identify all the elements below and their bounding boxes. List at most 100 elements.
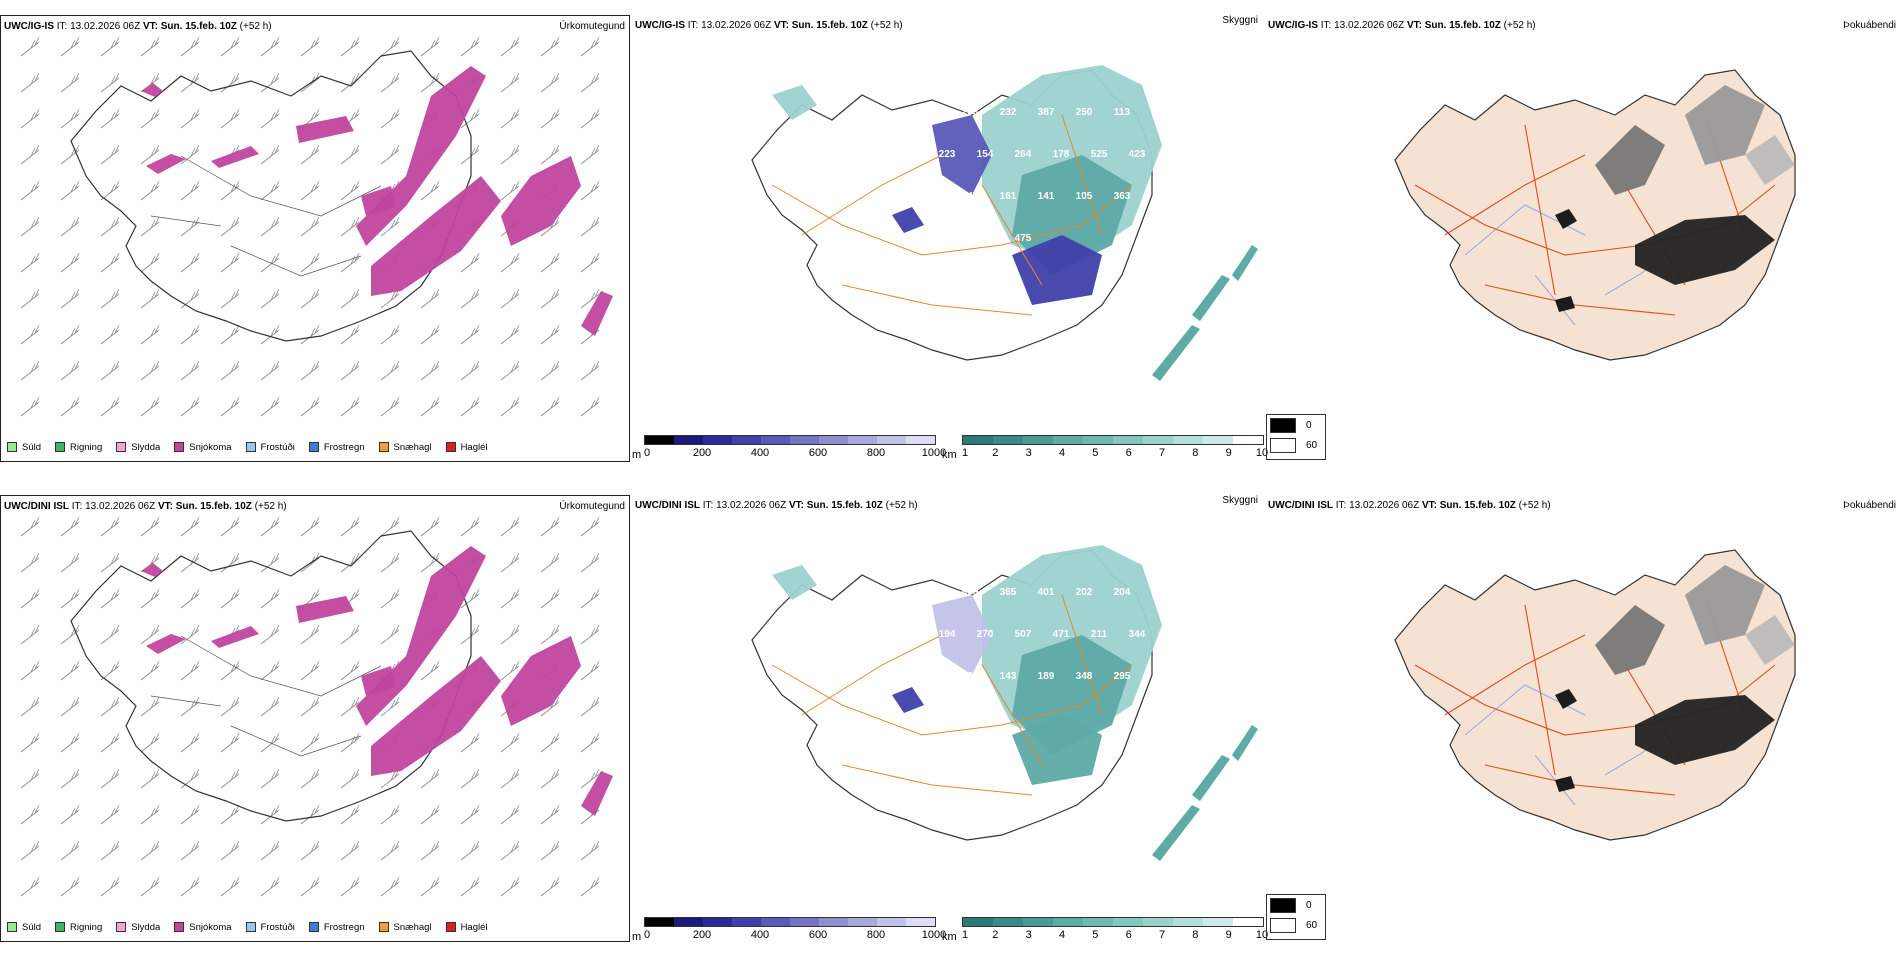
ceiling-value-label: 229 xyxy=(962,671,979,682)
wind-barb xyxy=(20,876,40,897)
wind-barb xyxy=(20,696,40,717)
legend-item-haglél: Haglél xyxy=(445,921,488,933)
wind-barb xyxy=(300,696,320,717)
legend-item-haglél: Haglél xyxy=(445,442,488,453)
panel-tag: Þokuábendi xyxy=(1843,20,1896,31)
snow-area xyxy=(141,563,163,577)
wind-barb xyxy=(20,108,40,129)
wind-barb xyxy=(220,180,240,201)
wind-barb xyxy=(460,876,480,897)
offshore-visibility xyxy=(1152,245,1258,381)
snow-area xyxy=(361,666,396,696)
precip-type-map-row1: UWC/IG-IS IT: 13.02.2026 06Z VT: Sun. 15… xyxy=(0,15,630,462)
wind-barb xyxy=(460,624,480,645)
fog-index-map-row2: UWC/DINI ISL IT: 13.02.2026 06Z VT: Sun.… xyxy=(1265,495,1900,955)
wind-barb xyxy=(20,516,40,537)
fog-area xyxy=(1595,125,1665,195)
legend-label: Haglél xyxy=(460,921,488,933)
snow-area xyxy=(361,186,396,216)
wind-barb xyxy=(220,324,240,345)
legend-label: Snjókoma xyxy=(189,441,232,453)
wind-barb xyxy=(100,624,120,645)
iceland-outline xyxy=(70,530,613,822)
iceland-outline xyxy=(70,50,613,342)
scale-swatch xyxy=(819,918,848,926)
wind-barb xyxy=(260,624,280,645)
wind-barb xyxy=(100,804,120,825)
legend-label: Snæhagl xyxy=(393,921,432,933)
scale-tick: 800 xyxy=(866,447,886,459)
wind-barb xyxy=(180,876,200,897)
ceiling-value-label: 295 xyxy=(1114,671,1131,682)
legend-swatch xyxy=(308,442,319,452)
wind-barb xyxy=(140,36,160,57)
wind-barb xyxy=(60,732,80,753)
wind-barb xyxy=(420,36,440,57)
snow-area xyxy=(211,146,259,168)
scale-tick: 10 xyxy=(1255,929,1269,941)
wind-barb xyxy=(220,840,240,861)
ceiling-value-label: 149 xyxy=(939,233,956,244)
legend-swatch xyxy=(445,922,456,932)
wind-barb xyxy=(180,840,200,861)
wind-barb xyxy=(500,516,520,537)
wind-barb xyxy=(60,252,80,273)
scale-tick: 9 xyxy=(1225,929,1232,941)
ceiling-value-label: 105 xyxy=(1076,191,1093,202)
scale-tick: 8 xyxy=(1192,447,1199,459)
wind-barb xyxy=(380,396,400,417)
legend-label: Súld xyxy=(22,441,42,453)
wind-barb xyxy=(300,396,320,417)
legend-label: Frostúði xyxy=(260,441,295,453)
precip-type-map-row2: UWC/DINI ISL IT: 13.02.2026 06Z VT: Sun.… xyxy=(0,495,630,942)
road-lines xyxy=(771,114,1133,316)
wind-barb xyxy=(60,840,80,861)
wind-barb xyxy=(100,696,120,717)
wind-barb xyxy=(260,696,280,717)
scale-tick: 2 xyxy=(992,447,999,459)
wind-barb xyxy=(380,144,400,165)
scale-swatch xyxy=(1203,918,1233,926)
wind-barb xyxy=(260,252,280,273)
legend-swatch xyxy=(55,922,66,932)
wind-barb xyxy=(60,72,80,93)
wind-barb xyxy=(420,72,440,93)
fog-value-60: 60 xyxy=(1306,440,1318,451)
panel-title: UWC/DINI ISL IT: 13.02.2026 06Z VT: Sun.… xyxy=(1268,500,1551,511)
wind-barb xyxy=(540,804,560,825)
wind-barb xyxy=(580,660,600,681)
ceiling-value-label: 344 xyxy=(1129,629,1146,640)
wind-barb xyxy=(220,288,240,309)
wind-barb xyxy=(460,732,480,753)
scale-tick: 1 xyxy=(962,447,969,459)
wind-barb xyxy=(20,768,40,789)
wind-barb xyxy=(100,732,120,753)
wind-barb xyxy=(340,804,360,825)
ceiling-value-label: 113 xyxy=(1114,107,1131,118)
wind-barb xyxy=(540,144,560,165)
wind-barb xyxy=(340,216,360,237)
cloud-map-canvas: 142 203 232 387 250 113 223 154 264 178 525 423 447 1… xyxy=(751,65,1258,381)
wind-barb xyxy=(500,360,520,381)
scale-swatch xyxy=(819,436,848,444)
wind-barb xyxy=(380,324,400,345)
ceiling-value-label: 154 xyxy=(977,149,994,160)
ceiling-value-label: 204 xyxy=(1114,587,1131,598)
ceiling-value-label: 211 xyxy=(1091,629,1108,640)
scale-tick: 200 xyxy=(692,929,712,941)
wind-barb xyxy=(300,876,320,897)
wind-barb xyxy=(60,696,80,717)
wind-barb xyxy=(20,552,40,573)
wind-barb xyxy=(340,180,360,201)
wind-barb xyxy=(420,552,440,573)
ceiling-unit: m xyxy=(632,931,642,943)
ceiling-area xyxy=(892,207,924,233)
wind-barb xyxy=(500,732,520,753)
scale-swatch xyxy=(1083,918,1113,926)
wind-barb xyxy=(180,396,200,417)
wind-barb xyxy=(500,108,520,129)
wind-barb xyxy=(340,396,360,417)
wind-barb xyxy=(420,768,440,789)
wind-barb xyxy=(380,588,400,609)
wind-barb xyxy=(580,516,600,537)
